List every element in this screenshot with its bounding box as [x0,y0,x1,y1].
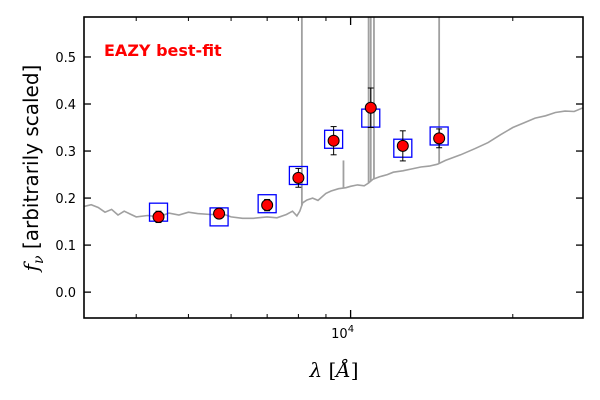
y-tick-label: 0.3 [55,145,76,160]
data-point [292,171,305,184]
x-axis-label: λ [Å] [308,357,358,382]
data-point [396,139,409,152]
x-tick-label: 104 [331,324,354,342]
data-point [364,101,377,114]
data-point [152,210,165,223]
y-tick-label: 0.1 [55,239,76,254]
y-tick-label: 0.4 [55,98,76,113]
data-point [261,199,274,212]
axes: 0.0 0.1 0.2 0.3 0.4 0.5 104 [55,16,584,342]
model-photometry [148,108,449,227]
model-box [257,194,277,214]
y-axis-label: fν [arbitrarily scaled] [19,65,47,274]
data-point [433,132,446,145]
template-spectrum [84,17,583,220]
y-tick-label: 0.2 [55,192,76,207]
data-point [213,207,226,220]
y-tick-label: 0.0 [55,286,76,301]
data-point [327,134,340,147]
y-tick-label: 0.5 [55,51,76,66]
template-line [84,107,583,220]
observed-photometry [152,87,446,224]
plot-frame [83,16,584,319]
annotation-label: EAZY best-fit [104,41,222,60]
